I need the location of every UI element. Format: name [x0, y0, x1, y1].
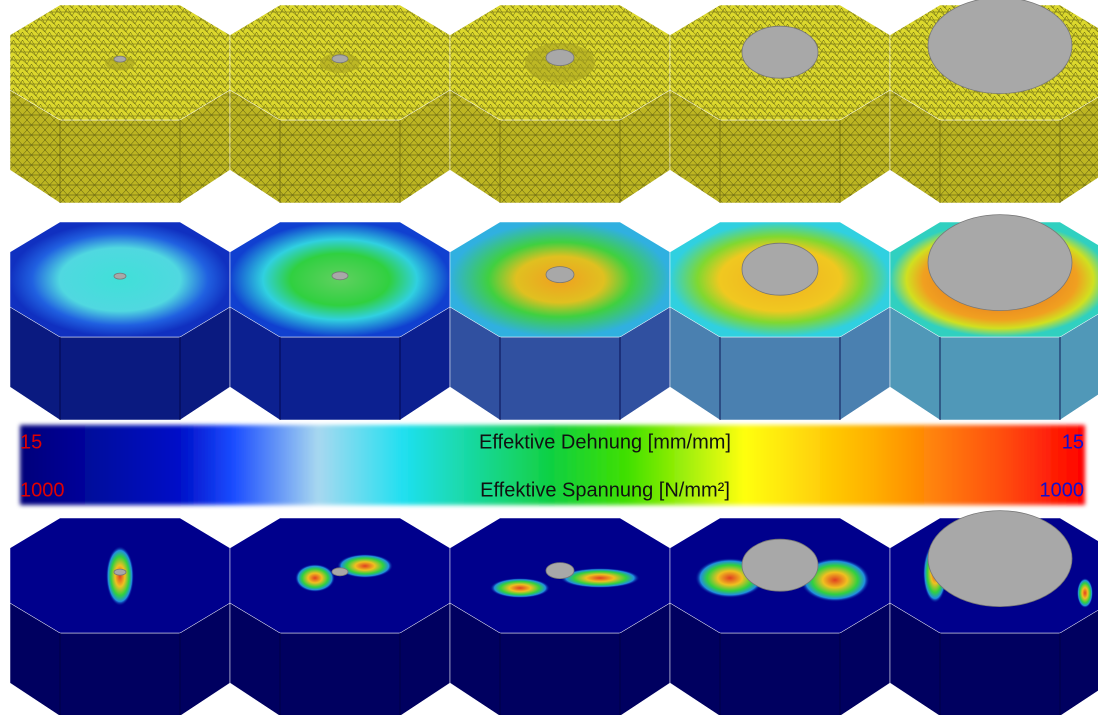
panel [450, 5, 670, 203]
crater [114, 569, 126, 575]
crater [546, 267, 574, 283]
crater [742, 539, 818, 591]
panel [670, 222, 890, 420]
stress-spot [1077, 578, 1093, 608]
crater [546, 563, 574, 579]
stress-title: Effektive Spannung [N/mm²] [480, 479, 730, 501]
figure: 15 Effektive Dehnung [mm/mm] 15 1000 Eff… [0, 0, 1098, 715]
strain-title: Effektive Dehnung [mm/mm] [479, 431, 731, 453]
panel [670, 5, 890, 203]
simulation-panels [10, 0, 1098, 715]
stress-spot [490, 578, 550, 598]
panel [890, 215, 1098, 420]
panel [450, 518, 670, 715]
panel [890, 0, 1098, 203]
crater [114, 56, 126, 62]
stress-min-label: 1000 [20, 479, 65, 501]
crater [114, 273, 126, 279]
panel [230, 5, 450, 203]
crater [332, 272, 348, 280]
panel [10, 222, 230, 420]
crater [546, 50, 574, 66]
panel [890, 511, 1098, 715]
panel [670, 518, 890, 715]
crater [928, 215, 1072, 311]
crater [742, 26, 818, 78]
page: {"colorbar": { "strain": {"min_label": "… [0, 0, 1098, 715]
panel [10, 5, 230, 203]
crater [742, 243, 818, 295]
strain-min-label: 15 [20, 431, 42, 453]
panel [230, 518, 450, 715]
crater [332, 568, 348, 576]
panel [230, 222, 450, 420]
strain-max-label: 15 [1062, 431, 1084, 453]
panel [10, 518, 230, 715]
stress-spot [106, 546, 134, 606]
panel [450, 222, 670, 420]
stress-spot [295, 564, 335, 592]
crater [928, 0, 1072, 94]
crater [332, 55, 348, 63]
crater [928, 511, 1072, 607]
stress-max-label: 1000 [1040, 479, 1085, 501]
